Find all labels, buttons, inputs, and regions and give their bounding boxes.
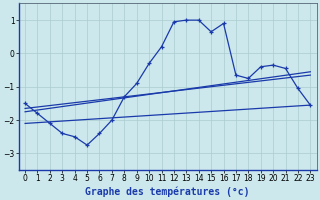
X-axis label: Graphe des températures (°c): Graphe des températures (°c): [85, 186, 250, 197]
